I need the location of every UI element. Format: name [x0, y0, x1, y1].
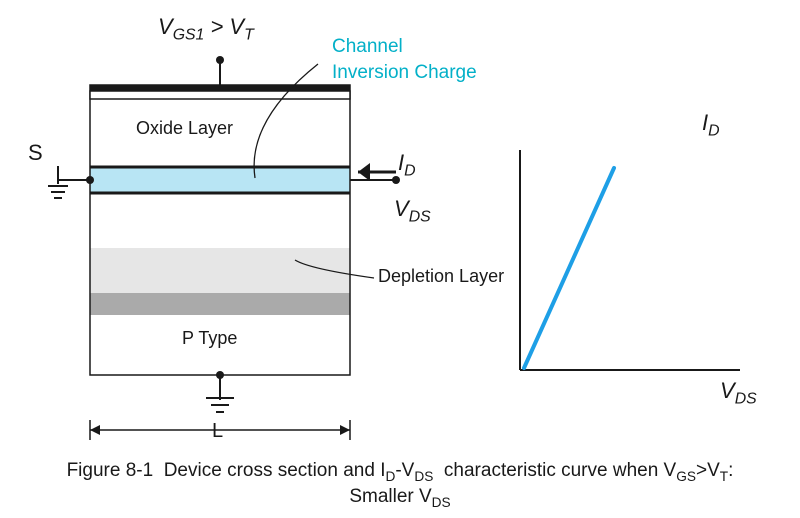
label-ptype: P Type [182, 328, 237, 349]
label-channel-2: Inversion Charge [332, 62, 477, 84]
label-oxide: Oxide Layer [136, 118, 233, 139]
caption-line-1: Figure 8-1 Device cross section and ID-V… [0, 460, 800, 484]
label-vds-chart: VDS [720, 378, 757, 408]
label-source-S: S [28, 140, 43, 166]
label-id-device: ID [398, 150, 416, 180]
label-vds-device: VDS [394, 196, 431, 226]
label-L: L [212, 420, 223, 443]
caption-line-2: Smaller VDS [0, 486, 800, 510]
label-channel-1: Channel [332, 36, 403, 58]
label-depletion: Depletion Layer [378, 266, 504, 287]
label-vgs: VGS1 > VT [158, 14, 254, 44]
label-id-chart: ID [702, 110, 720, 140]
figure-root: VGS1 > VT Channel Inversion Charge Oxide… [0, 0, 800, 518]
